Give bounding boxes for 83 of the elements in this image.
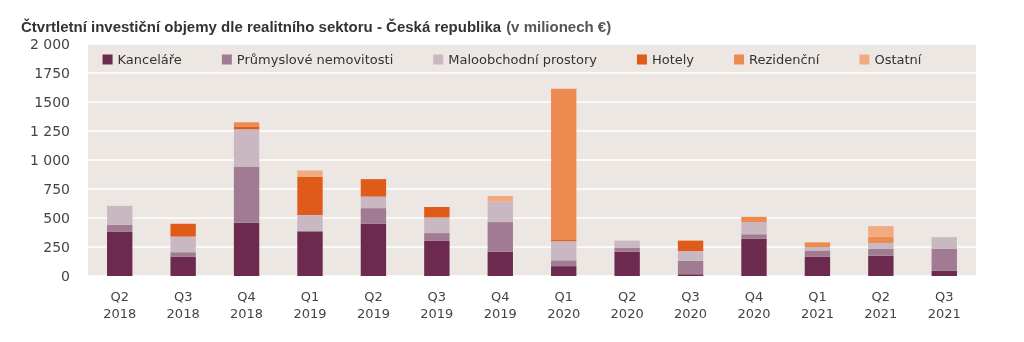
bar [107,224,133,232]
x-tick-label: Q3 2019 [420,289,454,321]
y-tick-label: 1 250 [29,123,70,139]
bar [487,251,513,276]
legend-label: Rezidenční [749,52,820,67]
bar [107,231,133,276]
bar [868,248,894,256]
bar [931,237,957,249]
x-tick-label: Q3 2020 [674,289,708,321]
bar [233,129,260,167]
bar [551,88,577,241]
bar [487,222,513,252]
bar [170,256,196,276]
bar [741,222,767,235]
y-tick-label: 0 [61,268,70,284]
bar [741,238,767,276]
legend-label: Kanceláře [117,52,182,67]
bar [741,234,767,239]
x-tick-label: Q1 2020 [547,289,581,321]
bar [677,240,704,252]
y-tick-label: 1500 [34,94,70,110]
y-tick-label: 250 [43,239,70,255]
x-tick-label: Q2 2019 [356,289,390,321]
bar [804,242,831,247]
chart-title: Čtvrtletní investiční objemy dle realitního sektoru - Česká republika [21,17,502,35]
bar [424,206,450,218]
x-tick-label: Q2 2020 [610,289,644,321]
bar [297,231,323,276]
bar [487,201,513,223]
y-tick-label: 750 [43,181,70,197]
bar [170,236,196,253]
y-tick-label: 500 [43,210,70,226]
bar [297,215,323,232]
bar [614,251,640,276]
x-tick-label: Q1 2019 [293,289,327,321]
bar [804,256,831,276]
bar [868,226,894,237]
y-tick-label: 1750 [34,65,70,81]
bar [677,260,704,275]
bar [170,223,196,237]
legend-label: Hotely [651,52,695,67]
bar [614,247,640,252]
bar [107,205,133,225]
bar [931,248,957,271]
legend-label: Průmyslové nemovitosti [236,52,394,67]
bar [868,236,894,243]
x-tick-label: Q1 2021 [800,289,834,321]
bar [360,179,387,197]
bar [297,170,323,177]
bar [360,196,387,209]
bar [868,242,894,249]
x-tick-label: Q4 2018 [230,289,264,321]
bar [551,260,577,267]
bar [360,223,387,276]
bar [931,270,957,276]
bar [233,222,260,276]
legend-label: Ostatní [874,52,922,67]
bar [868,255,894,276]
y-tick-label: 2 000 [29,36,70,52]
bar [424,217,450,234]
bar [614,240,640,248]
x-tick-label: Q3 2018 [166,289,200,321]
x-tick-label: Q2 2018 [103,289,137,321]
x-tick-label: Q4 2019 [483,289,517,321]
bar [297,176,323,216]
y-tick-label: 1 000 [29,152,70,168]
bar [360,208,387,224]
bar [233,122,260,127]
bar [424,233,450,241]
bar [741,216,767,223]
bar [233,166,260,223]
bar [804,250,831,257]
bar [170,252,196,257]
legend-label: Maloobchodní prostory [448,52,598,67]
x-tick-label: Q2 2021 [864,289,898,321]
chart-subtitle: (v milionech €) [506,17,612,35]
bar [677,251,704,261]
x-tick-label: Q4 2020 [737,289,771,321]
bar [424,240,450,276]
bar [487,195,513,202]
bar [551,241,577,261]
bar [551,266,577,276]
x-tick-label: Q3 2021 [927,289,961,321]
